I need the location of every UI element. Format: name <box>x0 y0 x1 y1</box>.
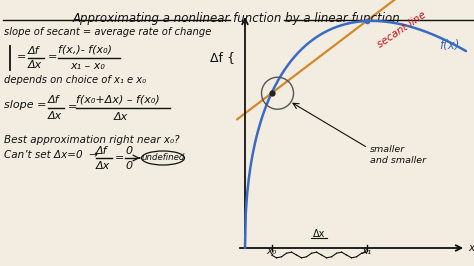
Text: x₁: x₁ <box>361 246 372 256</box>
Text: Best approximation right near x₀?: Best approximation right near x₀? <box>4 135 180 145</box>
Text: =: = <box>68 102 77 112</box>
Text: 0: 0 <box>125 161 132 171</box>
Text: f(x₀+Δx) – f(x₀): f(x₀+Δx) – f(x₀) <box>76 95 160 105</box>
Text: smaller
and smaller: smaller and smaller <box>370 145 426 165</box>
Text: Δx: Δx <box>313 229 325 239</box>
Text: x₁ – x₀: x₁ – x₀ <box>70 61 105 71</box>
Text: Δx: Δx <box>114 112 128 122</box>
Text: undefined: undefined <box>141 153 185 163</box>
Text: Approximating a nonlinear function by a linear function: Approximating a nonlinear function by a … <box>73 12 401 25</box>
Text: slope of secant = average rate of change: slope of secant = average rate of change <box>4 27 211 37</box>
Text: Can’t set Δx=0  →: Can’t set Δx=0 → <box>4 150 98 160</box>
Text: =: = <box>115 153 124 163</box>
Text: Δf: Δf <box>28 46 39 56</box>
Text: =: = <box>48 52 57 62</box>
Text: slope =: slope = <box>4 100 46 110</box>
Text: Δx: Δx <box>28 60 42 70</box>
Text: f(x,)- f(x₀): f(x,)- f(x₀) <box>58 45 112 55</box>
Text: 0: 0 <box>125 146 132 156</box>
Text: depends on choice of x₁ e x₀: depends on choice of x₁ e x₀ <box>4 75 146 85</box>
Text: Δf: Δf <box>96 146 108 156</box>
Text: =: = <box>17 52 27 62</box>
Text: f(x): f(x) <box>439 39 460 52</box>
Text: x: x <box>468 243 474 253</box>
Text: Δf {: Δf { <box>210 51 235 64</box>
Text: Δf: Δf <box>48 95 60 105</box>
Text: Δx: Δx <box>48 111 62 121</box>
Text: secant line: secant line <box>376 10 428 50</box>
Text: x₀: x₀ <box>266 246 277 256</box>
Text: Δx: Δx <box>96 161 110 171</box>
